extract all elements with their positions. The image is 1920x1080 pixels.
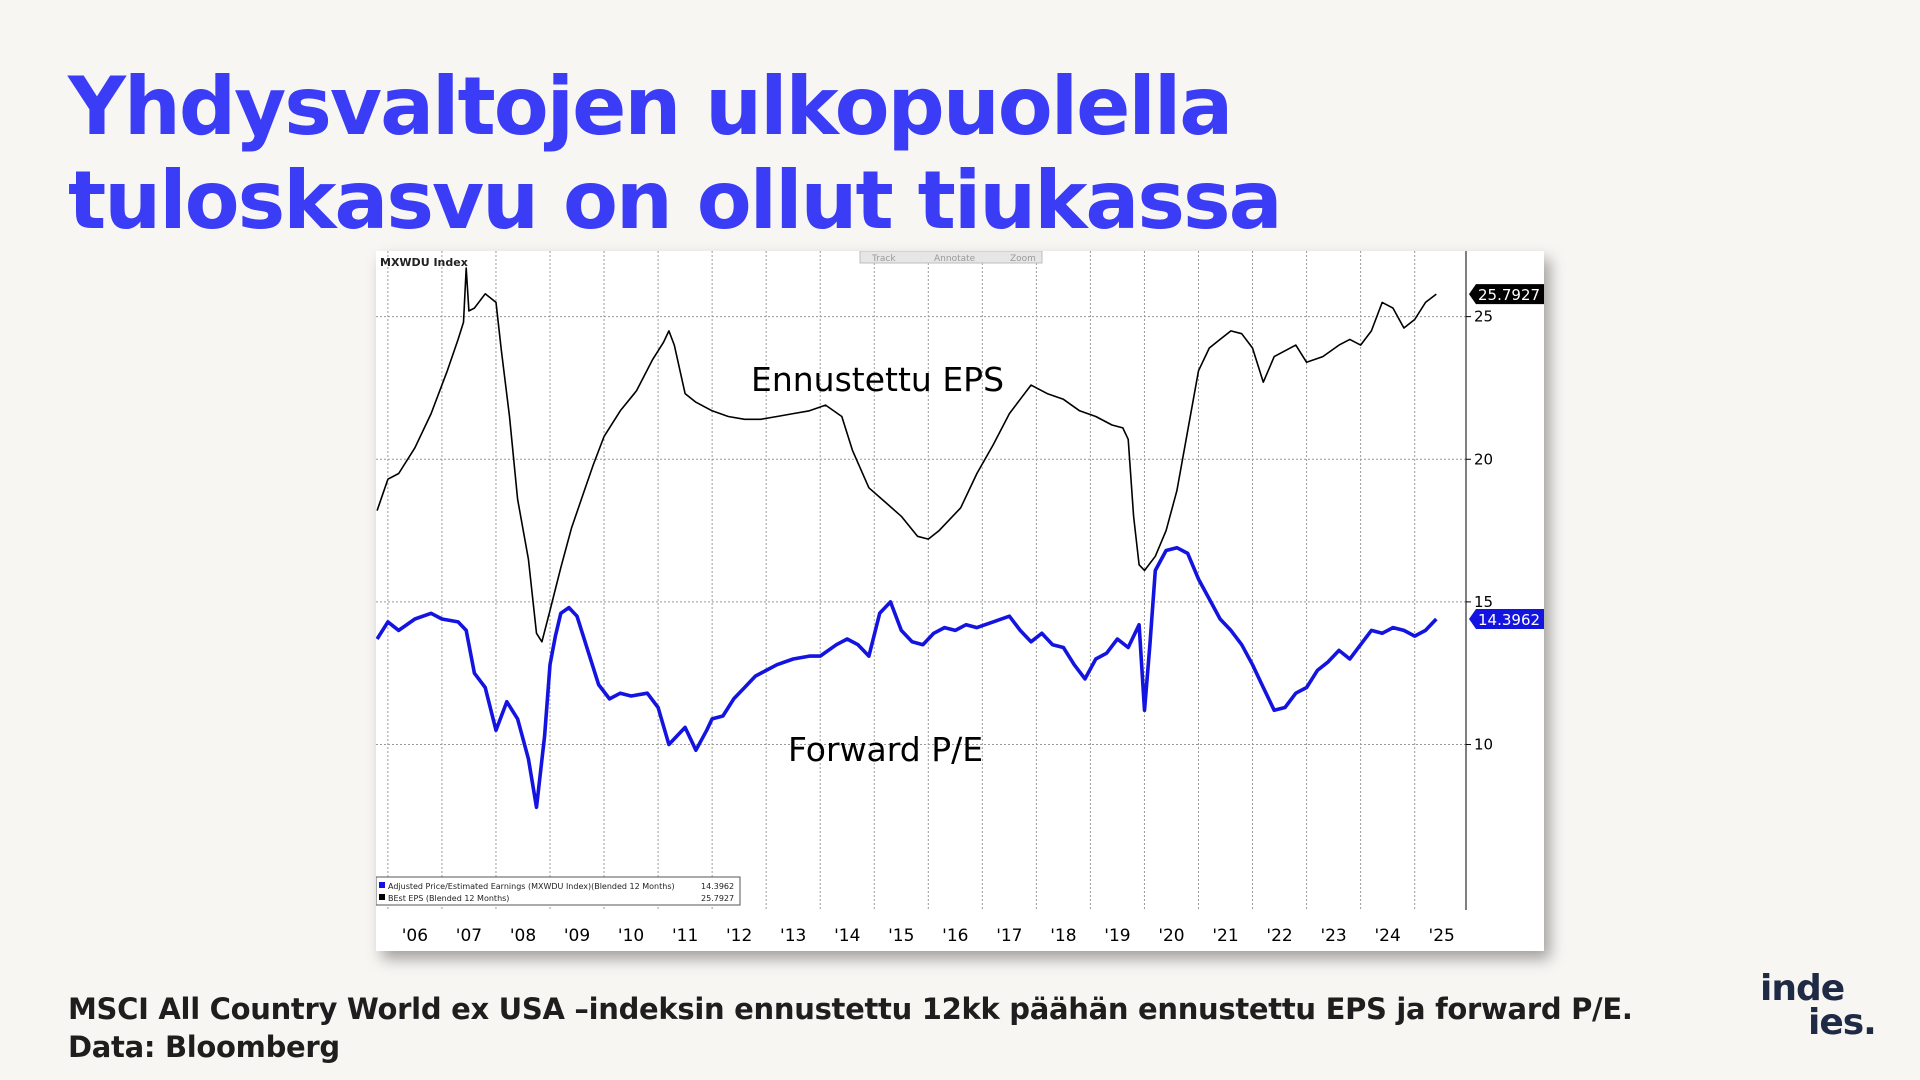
y-tick-label: 20 <box>1474 450 1493 468</box>
x-tick-label: '10 <box>618 926 644 946</box>
y-tick-label: 25 <box>1474 308 1493 326</box>
x-tick-label: '16 <box>942 926 968 946</box>
chart-toolbar-background <box>859 251 1043 264</box>
logo-line-1: inde <box>1760 968 1845 1009</box>
x-axis: '06 '07 '08 '09 '10 '11 '12 '13 '14 '15 '16 '17 '18 '… <box>402 926 1455 946</box>
logo-line-2: ies. <box>1808 1002 1877 1043</box>
x-tick-label: '08 <box>510 926 536 946</box>
chart-toolbar[interactable]: Track Annotate Zoom <box>859 251 1043 264</box>
x-tick-label: '14 <box>834 926 860 946</box>
chart-grid <box>376 251 1466 910</box>
eps-series-line <box>376 267 1437 643</box>
x-tick-label: '20 <box>1158 926 1184 946</box>
forward-pe-series-line <box>376 545 1438 810</box>
x-tick-label: '11 <box>672 926 698 946</box>
chart-caption: MSCI All Country World ex USA –indeksin … <box>68 990 1633 1066</box>
toolbar-annotate-button[interactable]: Annotate <box>934 254 976 264</box>
legend-swatch-eps <box>379 894 385 900</box>
slide-title-line-2: tuloskasvu on ollut tiukassa <box>68 154 1283 247</box>
legend-value-eps: 25.7927 <box>701 894 734 903</box>
chart-legend: Adjusted Price/Estimated Earnings (MXWDU… <box>376 876 741 906</box>
x-tick-label: '18 <box>1050 926 1076 946</box>
x-tick-label: '22 <box>1266 926 1292 946</box>
slide-title-line-1: Yhdysvaltojen ulkopuolella <box>68 60 1233 153</box>
last-value-label-eps: 25.7927 <box>1478 286 1540 304</box>
x-tick-label: '25 <box>1429 926 1455 946</box>
inderes-logo: inde ies. <box>1760 968 1877 1043</box>
last-value-label-eps-background <box>1469 284 1544 305</box>
legend-value-pe: 14.3962 <box>701 882 734 891</box>
legend-swatch-pe <box>379 882 385 888</box>
x-tick-label: '13 <box>780 926 806 946</box>
chart-panel: MXWDU Index Track Annotate Zoom 10 15 20 25… <box>376 251 1544 951</box>
legend-label-pe: Adjusted Price/Estimated Earnings (MXWDU… <box>388 882 675 891</box>
x-tick-label: '21 <box>1212 926 1238 946</box>
x-tick-label: '19 <box>1104 926 1130 946</box>
eps-pe-line-chart: MXWDU Index Track Annotate Zoom 10152025… <box>376 251 1544 946</box>
caption-source: Data: Bloomberg <box>68 1030 340 1064</box>
annotation-forward-pe: Forward P/E <box>788 730 983 769</box>
x-tick-label: '17 <box>996 926 1022 946</box>
x-tick-label: '15 <box>888 926 914 946</box>
legend-label-eps: BEst EPS (Blended 12 Months) <box>388 894 509 903</box>
y-axis: 10 15 20 25 <box>1465 251 1493 910</box>
caption-description: MSCI All Country World ex USA –indeksin … <box>68 992 1633 1026</box>
y-tick-label: 10 <box>1474 736 1493 754</box>
toolbar-zoom-button[interactable]: Zoom <box>1010 254 1036 264</box>
y-tick-label: 15 <box>1474 593 1493 611</box>
last-value-labels: 25.7927 14.3962 <box>1469 284 1544 630</box>
x-tick-label: '06 <box>402 926 428 946</box>
last-value-label-pe: 14.3962 <box>1478 611 1540 629</box>
legend-box <box>376 876 741 906</box>
x-tick-label: '12 <box>726 926 752 946</box>
slide-title: Yhdysvaltojen ulkopuolella tuloskasvu on… <box>68 60 1283 248</box>
x-tick-label: '07 <box>456 926 482 946</box>
x-tick-label: '09 <box>564 926 590 946</box>
annotation-eps: Ennustettu EPS <box>751 360 1004 399</box>
x-tick-label: '24 <box>1374 926 1400 946</box>
toolbar-track-button[interactable]: Track <box>871 254 896 264</box>
x-tick-label: '23 <box>1320 926 1346 946</box>
series-layer <box>376 267 1438 810</box>
last-value-label-pe-background <box>1469 609 1544 630</box>
chart-title: MXWDU Index <box>380 256 468 269</box>
